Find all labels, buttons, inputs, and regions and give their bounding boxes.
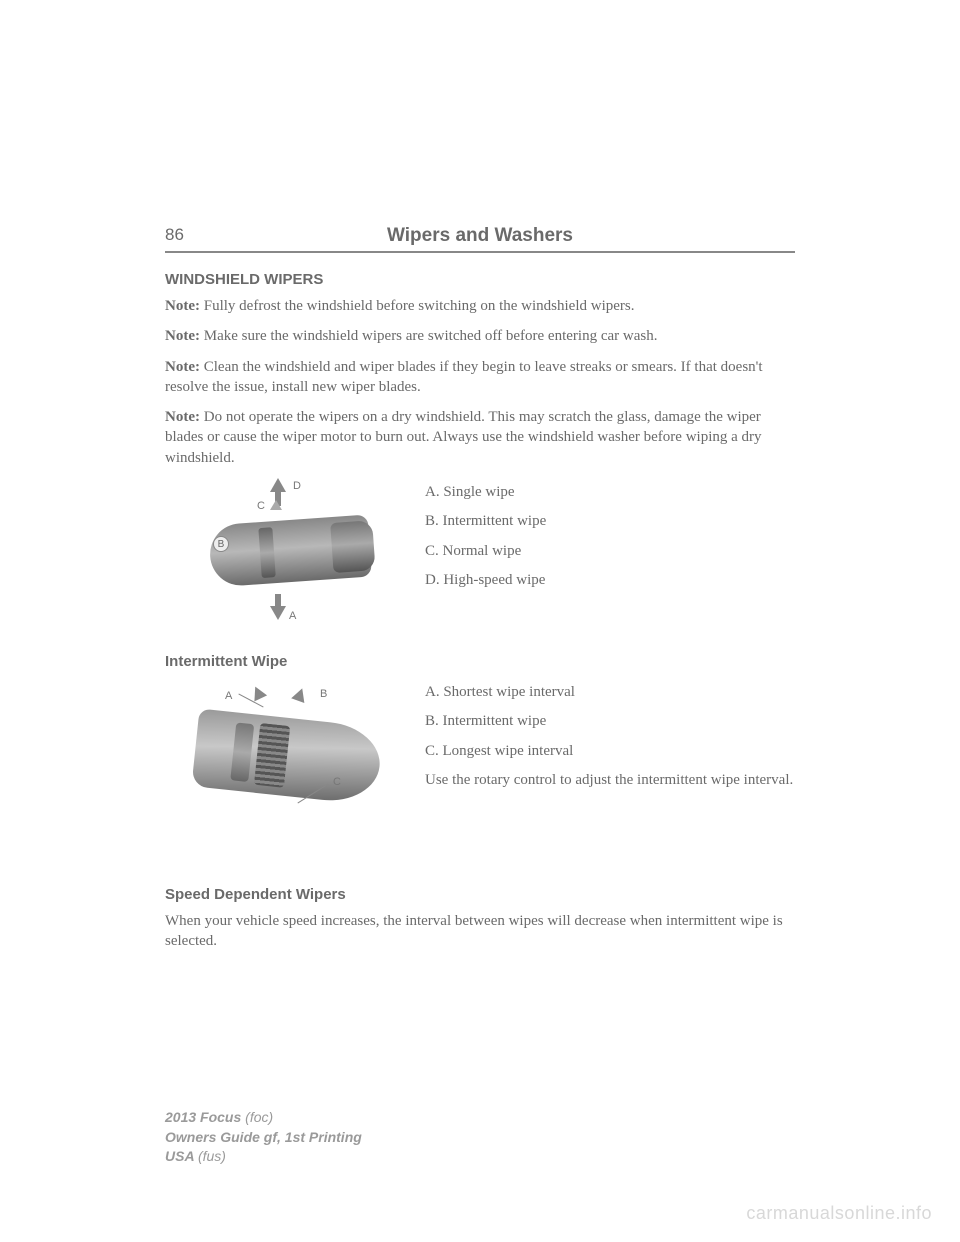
diagram2-label-c: C xyxy=(333,776,341,788)
arrow-up-small-icon xyxy=(270,500,282,510)
legend2-c: C. Longest wipe interval xyxy=(425,739,793,765)
footer-line-1: 2013 Focus (foc) xyxy=(165,1108,362,1128)
subsection-speed-dependent: Speed Dependent Wipers xyxy=(165,886,795,903)
rotary-ring-icon xyxy=(230,722,254,782)
wiper-stalk-diagram: D C B A xyxy=(165,478,395,633)
page-footer: 2013 Focus (foc) Owners Guide gf, 1st Pr… xyxy=(165,1108,362,1167)
diagram-1-legend: A. Single wipe B. Intermittent wipe C. N… xyxy=(425,478,546,633)
page-header: 86 Wipers and Washers xyxy=(165,225,795,253)
arrow-up-left-icon xyxy=(249,683,267,701)
figure-row-1: D C B A A. Single wipe B. Intermittent w… xyxy=(165,478,795,633)
stalk-body-icon xyxy=(208,514,372,587)
manual-page: 86 Wipers and Washers WINDSHIELD WIPERS … xyxy=(0,0,960,951)
watermark: carmanualsonline.info xyxy=(746,1203,932,1224)
legend-c: C. Normal wipe xyxy=(425,539,546,565)
arrow-up-icon xyxy=(270,478,286,492)
legend2-b: B. Intermittent wipe xyxy=(425,709,793,735)
diagram2-label-a: A xyxy=(225,690,232,702)
note-label: Note: xyxy=(165,359,200,375)
diagram-label-d: D xyxy=(293,480,301,492)
legend-a: A. Single wipe xyxy=(425,480,546,506)
section-heading-wipers: WINDSHIELD WIPERS xyxy=(165,271,795,288)
diagram-2-legend: A. Shortest wipe interval B. Intermitten… xyxy=(425,678,793,838)
arrow-down-icon xyxy=(270,606,286,620)
chapter-title: Wipers and Washers xyxy=(387,225,573,247)
stalk2-body-icon xyxy=(191,708,383,805)
stalk-tip-icon xyxy=(330,520,375,573)
legend2-a: A. Shortest wipe interval xyxy=(425,680,793,706)
diagram-label-a: A xyxy=(289,610,296,622)
note-4: Note: Do not operate the wipers on a dry… xyxy=(165,407,795,468)
footer-line-3: USA (fus) xyxy=(165,1147,362,1167)
legend2-para: Use the rotary control to adjust the int… xyxy=(425,770,793,790)
note-text: Fully defrost the windshield before swit… xyxy=(200,298,635,314)
diagram-label-c: C xyxy=(257,500,265,512)
footer-region: USA xyxy=(165,1148,198,1164)
figure-row-2: A B C A. Shortest wipe interval B. Inter… xyxy=(165,678,795,838)
rotary-knurl-icon xyxy=(254,723,290,788)
speed-dependent-para: When your vehicle speed increases, the i… xyxy=(165,911,795,952)
note-label: Note: xyxy=(165,328,200,344)
note-3: Note: Clean the windshield and wiper bla… xyxy=(165,357,795,398)
legend-d: D. High-speed wipe xyxy=(425,568,546,594)
footer-model: 2013 Focus xyxy=(165,1109,245,1125)
stalk-ring-icon xyxy=(258,527,275,578)
footer-code: (foc) xyxy=(245,1109,273,1125)
arrow-up-right-icon xyxy=(291,686,309,703)
footer-region-code: (fus) xyxy=(198,1148,226,1164)
note-2: Note: Make sure the windshield wipers ar… xyxy=(165,326,795,346)
footer-line-2: Owners Guide gf, 1st Printing xyxy=(165,1128,362,1148)
page-number: 86 xyxy=(165,225,184,245)
note-text: Do not operate the wipers on a dry winds… xyxy=(165,409,762,466)
legend-b: B. Intermittent wipe xyxy=(425,509,546,535)
note-text: Make sure the windshield wipers are swit… xyxy=(200,328,657,344)
note-label: Note: xyxy=(165,298,200,314)
note-1: Note: Fully defrost the windshield befor… xyxy=(165,296,795,316)
subsection-intermittent: Intermittent Wipe xyxy=(165,653,795,670)
note-text: Clean the windshield and wiper blades if… xyxy=(165,359,763,395)
note-label: Note: xyxy=(165,409,200,425)
diagram2-label-b: B xyxy=(320,688,327,700)
rotary-control-diagram: A B C xyxy=(165,678,395,838)
diagram-label-b: B xyxy=(213,536,229,552)
